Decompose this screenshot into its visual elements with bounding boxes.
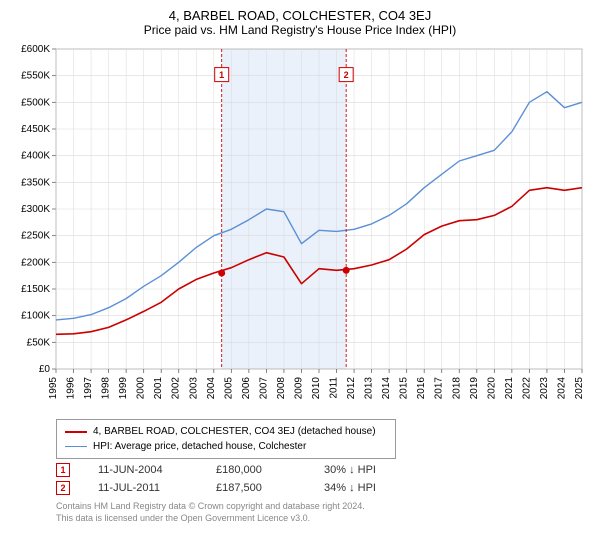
- svg-text:2004: 2004: [206, 377, 217, 400]
- svg-text:£150K: £150K: [21, 284, 50, 295]
- svg-text:2020: 2020: [486, 377, 497, 400]
- svg-text:2: 2: [344, 70, 349, 80]
- svg-text:1998: 1998: [101, 377, 112, 400]
- marker-badge-1: 1: [56, 463, 70, 477]
- license-line-1: Contains HM Land Registry data © Crown c…: [56, 501, 588, 513]
- svg-text:2019: 2019: [469, 377, 480, 400]
- svg-text:1996: 1996: [66, 377, 77, 400]
- marker-table: 1 11-JUN-2004 £180,000 30% ↓ HPI 2 11-JU…: [56, 463, 588, 495]
- svg-text:£50K: £50K: [27, 337, 51, 348]
- svg-text:2022: 2022: [521, 377, 532, 400]
- svg-text:2013: 2013: [364, 377, 375, 400]
- page-title: 4, BARBEL ROAD, COLCHESTER, CO4 3EJ: [12, 8, 588, 23]
- svg-text:2023: 2023: [539, 377, 550, 400]
- svg-text:1997: 1997: [83, 377, 94, 400]
- legend-label-hpi: HPI: Average price, detached house, Colc…: [93, 439, 306, 454]
- svg-text:£250K: £250K: [21, 231, 50, 242]
- svg-text:£450K: £450K: [21, 124, 50, 135]
- line-chart: £0 £50K £100K £150K £200K £250K £300K £350K £400…: [12, 43, 588, 413]
- marker-date-1: 11-JUN-2004: [98, 464, 188, 476]
- page-subtitle: Price paid vs. HM Land Registry's House …: [12, 23, 588, 37]
- svg-text:2009: 2009: [293, 377, 304, 400]
- legend-swatch-price-paid: [65, 431, 87, 433]
- svg-text:2007: 2007: [258, 377, 269, 400]
- svg-text:£400K: £400K: [21, 151, 50, 162]
- svg-text:2008: 2008: [276, 377, 287, 400]
- svg-text:1: 1: [219, 70, 224, 80]
- legend-row-hpi: HPI: Average price, detached house, Colc…: [65, 439, 387, 454]
- svg-text:2002: 2002: [171, 377, 182, 400]
- svg-text:2003: 2003: [188, 377, 199, 400]
- chart-area: £0 £50K £100K £150K £200K £250K £300K £350K £400…: [12, 43, 588, 413]
- marker-pct-1: 30% ↓ HPI: [324, 464, 384, 476]
- svg-text:2018: 2018: [451, 377, 462, 400]
- license-text: Contains HM Land Registry data © Crown c…: [56, 501, 588, 524]
- svg-text:£200K: £200K: [21, 257, 50, 268]
- svg-text:£0: £0: [39, 364, 51, 375]
- svg-text:1999: 1999: [118, 377, 129, 400]
- legend: 4, BARBEL ROAD, COLCHESTER, CO4 3EJ (det…: [56, 419, 396, 459]
- svg-text:2010: 2010: [311, 377, 322, 400]
- svg-text:2005: 2005: [223, 377, 234, 400]
- svg-text:2016: 2016: [416, 377, 427, 400]
- svg-text:2006: 2006: [241, 377, 252, 400]
- svg-text:2015: 2015: [399, 377, 410, 400]
- svg-text:£100K: £100K: [21, 311, 50, 322]
- svg-text:2025: 2025: [574, 377, 585, 400]
- marker-row-1: 1 11-JUN-2004 £180,000 30% ↓ HPI: [56, 463, 588, 477]
- svg-text:£550K: £550K: [21, 71, 50, 82]
- svg-text:2001: 2001: [153, 377, 164, 400]
- svg-text:2024: 2024: [556, 377, 567, 400]
- marker-value-2: £187,500: [216, 482, 296, 494]
- marker-row-2: 2 11-JUL-2011 £187,500 34% ↓ HPI: [56, 481, 588, 495]
- svg-text:2011: 2011: [329, 377, 340, 399]
- svg-text:2012: 2012: [346, 377, 357, 400]
- svg-text:2000: 2000: [136, 377, 147, 400]
- legend-label-price-paid: 4, BARBEL ROAD, COLCHESTER, CO4 3EJ (det…: [93, 424, 376, 439]
- legend-swatch-hpi: [65, 446, 87, 448]
- svg-text:£600K: £600K: [21, 44, 50, 55]
- marker-date-2: 11-JUL-2011: [98, 482, 188, 494]
- svg-text:2017: 2017: [434, 377, 445, 400]
- marker-pct-2: 34% ↓ HPI: [324, 482, 384, 494]
- marker-badge-2: 2: [56, 481, 70, 495]
- svg-text:£350K: £350K: [21, 177, 50, 188]
- legend-row-price-paid: 4, BARBEL ROAD, COLCHESTER, CO4 3EJ (det…: [65, 424, 387, 439]
- svg-text:£500K: £500K: [21, 97, 50, 108]
- svg-text:2021: 2021: [504, 377, 515, 400]
- license-line-2: This data is licensed under the Open Gov…: [56, 513, 588, 525]
- svg-text:1995: 1995: [48, 377, 59, 400]
- svg-text:2014: 2014: [381, 377, 392, 400]
- svg-text:£300K: £300K: [21, 204, 50, 215]
- marker-value-1: £180,000: [216, 464, 296, 476]
